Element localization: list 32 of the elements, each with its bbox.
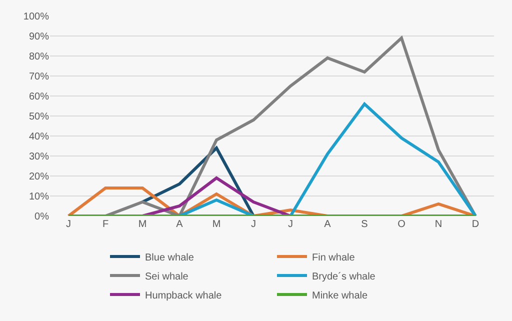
legend-label: Fin whale (312, 252, 356, 264)
line-series (178, 102, 477, 216)
x-tick-label: F (102, 219, 109, 230)
y-tick-label: 30% (28, 152, 50, 162)
y-tick-label: 20% (28, 172, 50, 182)
x-tick-label: M (212, 219, 221, 230)
x-tick-label: M (138, 219, 147, 230)
x-tick-label: J (288, 219, 293, 230)
x-tick-label: A (324, 219, 332, 230)
x-tick-label: J (66, 219, 71, 230)
legend-label: Sei whale (145, 271, 189, 282)
y-tick-label: 90% (28, 32, 50, 42)
y-tick-label: 0% (34, 212, 50, 222)
x-tick-label: A (176, 219, 184, 230)
legend-label: Humpback whale (145, 290, 222, 302)
y-tick-label: 60% (28, 92, 50, 102)
legend-label: Blue whale (145, 252, 194, 264)
y-tick-label: 70% (28, 72, 50, 82)
x-tick-label: J (251, 219, 256, 230)
y-tick-label: 10% (28, 192, 50, 202)
legend-label: Bryde´s whale (312, 271, 376, 282)
y-tick-label: 100% (23, 12, 50, 22)
x-tick-label: S (361, 219, 368, 230)
y-tick-label: 80% (28, 52, 50, 62)
line-series (141, 176, 292, 216)
y-tick-label: 40% (28, 132, 50, 142)
x-tick-label: N (434, 219, 442, 230)
y-tick-label: 50% (28, 112, 50, 122)
legend-label: Minke whale (312, 290, 368, 302)
line-series (104, 36, 477, 216)
x-tick-label: O (398, 219, 406, 230)
x-tick-label: D (472, 219, 480, 230)
